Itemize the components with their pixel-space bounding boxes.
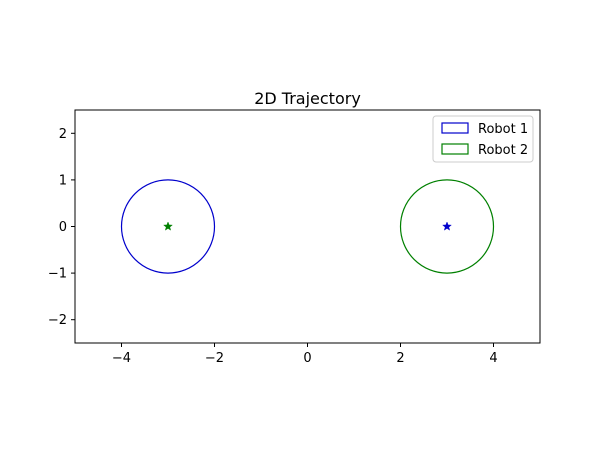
y-tick-label: −2 bbox=[48, 313, 67, 328]
star-marker-series-2 bbox=[163, 221, 173, 231]
y-tick-label: −1 bbox=[48, 267, 67, 282]
y-tick-label: 2 bbox=[59, 127, 67, 142]
x-tick-label: −4 bbox=[112, 351, 131, 366]
chart-title: 2D Trajectory bbox=[254, 89, 361, 108]
y-tick-label: 1 bbox=[59, 173, 67, 188]
y-tick-label: 0 bbox=[59, 220, 67, 235]
legend-swatch-series-2 bbox=[441, 143, 469, 155]
legend-label-series-1: Robot 1 bbox=[478, 122, 528, 137]
star-marker-series-1 bbox=[442, 221, 452, 231]
x-tick-label: 2 bbox=[396, 351, 404, 366]
trajectory-circle-series-2 bbox=[399, 179, 495, 274]
legend-swatch-series-1 bbox=[441, 122, 469, 134]
plot-area: −4 −2 0 2 4 −2 −1 0 1 2 Robot 1 Robot 2 bbox=[48, 109, 541, 366]
legend-label-series-2: Robot 2 bbox=[478, 143, 528, 158]
trajectory-circle-series-1 bbox=[120, 179, 216, 274]
x-tick-label: −2 bbox=[205, 351, 224, 366]
x-tick-label: 4 bbox=[489, 351, 497, 366]
x-tick-label: 0 bbox=[303, 351, 311, 366]
legend-box bbox=[432, 115, 534, 163]
